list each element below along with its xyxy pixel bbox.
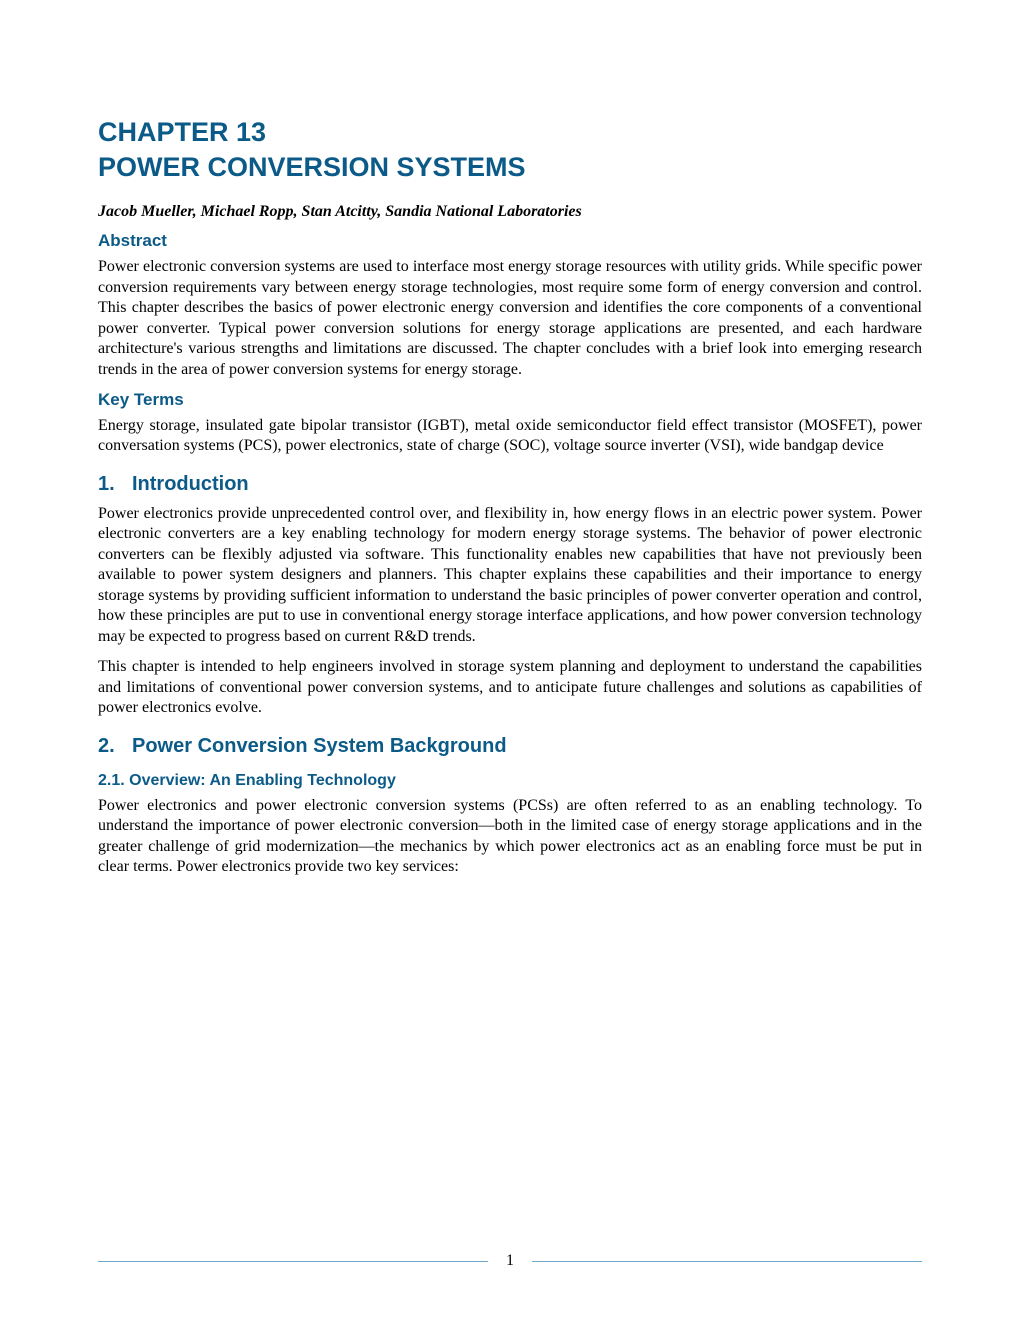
chapter-title: CHAPTER 13 POWER CONVERSION SYSTEMS <box>98 115 922 185</box>
section-2-1-heading: 2.1. Overview: An Enabling Technology <box>98 772 922 790</box>
authors-line: Jacob Mueller, Michael Ropp, Stan Atcitt… <box>98 203 922 221</box>
section-1-number: 1. <box>98 473 132 496</box>
chapter-number: CHAPTER 13 <box>98 117 266 147</box>
page-footer: 1 <box>0 1252 1020 1270</box>
section-1-p2: This chapter is intended to help enginee… <box>98 657 922 718</box>
document-page: CHAPTER 13 POWER CONVERSION SYSTEMS Jaco… <box>0 0 1020 1320</box>
chapter-name: POWER CONVERSION SYSTEMS <box>98 152 526 182</box>
section-1-p1: Power electronics provide unprecedented … <box>98 504 922 647</box>
abstract-text: Power electronic conversion systems are … <box>98 257 922 380</box>
footer-inner: 1 <box>0 1252 1020 1270</box>
section-1-title: Introduction <box>132 473 249 495</box>
section-2-number: 2. <box>98 735 132 758</box>
page-number: 1 <box>500 1252 520 1270</box>
section-2-title: Power Conversion System Background <box>132 735 507 757</box>
section-2-1-p1: Power electronics and power electronic c… <box>98 796 922 878</box>
key-terms-heading: Key Terms <box>98 390 922 410</box>
footer-line-right <box>532 1261 922 1262</box>
section-1-heading: 1.Introduction <box>98 473 922 496</box>
key-terms-text: Energy storage, insulated gate bipolar t… <box>98 416 922 457</box>
section-2-heading: 2.Power Conversion System Background <box>98 735 922 758</box>
footer-line-left <box>98 1261 488 1262</box>
abstract-heading: Abstract <box>98 231 922 251</box>
